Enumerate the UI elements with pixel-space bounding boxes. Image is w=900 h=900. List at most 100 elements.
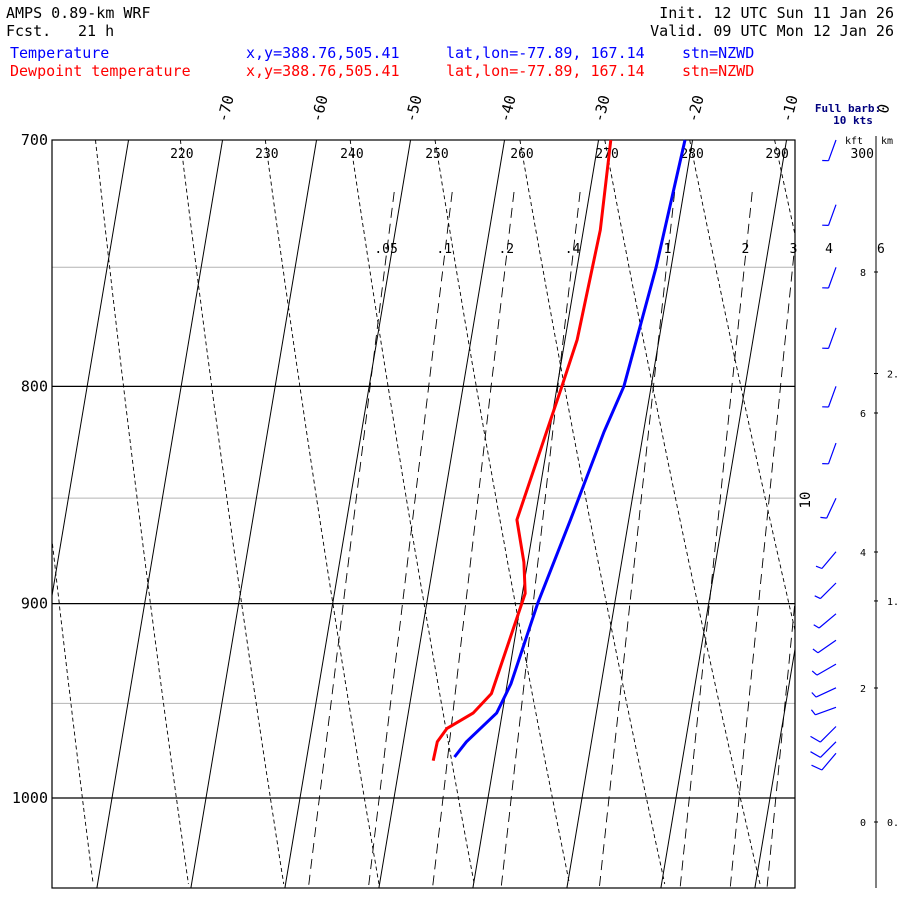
potential-temp-label: 250 [425, 147, 448, 162]
legend-dewpoint-stn: stn=NZWD [682, 62, 755, 80]
mixing-ratio-line [367, 191, 453, 888]
dry-adiabat [179, 140, 285, 885]
plot-frame [51, 139, 796, 889]
dry-adiabat [52, 535, 94, 885]
wind-barb [820, 497, 837, 519]
temperature-profile [453, 139, 687, 758]
header-title: AMPS 0.89-km WRF [6, 4, 151, 22]
kft-tick-label: 4 [860, 548, 866, 559]
wind-panel-title: Full barb: [815, 102, 881, 115]
potential-temp-label: 260 [510, 147, 533, 162]
wind-barb [811, 752, 837, 771]
wind-barb [810, 706, 837, 716]
dry-adiabat [604, 140, 761, 885]
mixing-ratio-label: .1 [436, 242, 452, 257]
dry-adiabat [95, 140, 189, 885]
legend-temperature-label: Temperature [10, 44, 110, 62]
mixing-ratio-line [432, 191, 515, 888]
wind-barb [814, 582, 837, 600]
legend-dewpoint-latlon: lat,lon=-77.89, 167.14 [446, 62, 645, 80]
kft-tick-label: 0 [860, 818, 866, 829]
isotherm-tick-label: -70 [213, 93, 237, 124]
wind-barb [811, 663, 837, 676]
wind-barb [811, 687, 837, 698]
valid-time: Valid. 09 UTC Mon 12 Jan 26 [650, 22, 894, 40]
mixing-ratio-label: .4 [565, 242, 581, 257]
kft-axis-title: kft [845, 136, 863, 147]
mixing-ratio-label: 3 [790, 242, 798, 257]
potential-temp-label: 270 [595, 147, 618, 162]
isotherm-line [378, 139, 506, 889]
isotherm-tick-label: -20 [683, 93, 707, 124]
wind-barb [822, 204, 837, 226]
legend-temperature-xy: x,y=388.76,505.41 [246, 44, 400, 62]
isotherm-tick-label: -40 [495, 93, 519, 124]
legend-temperature-stn: stn=NZWD [682, 44, 755, 62]
kft-tick-label: 6 [860, 409, 866, 420]
mixing-ratio-line [729, 239, 795, 888]
km-tick-label: 1. [887, 597, 899, 608]
wind-panel-subtitle: 10 kts [833, 114, 873, 127]
dewpoint-profile [431, 139, 613, 762]
init-time: Init. 12 UTC Sun 11 Jan 26 [659, 4, 894, 22]
isotherm-line [566, 139, 694, 889]
legend-dewpoint-label: Dewpoint temperature [10, 62, 191, 80]
dry-adiabat [349, 140, 475, 885]
kft-tick-label: 8 [860, 268, 866, 279]
mixing-ratio-label: 6 [877, 242, 885, 257]
mixing-ratio-label: .05 [374, 242, 397, 257]
km-axis-title: km [881, 136, 893, 147]
isotherm-line [51, 139, 130, 596]
forecast-label: Fcst. [6, 22, 52, 40]
wind-barb [812, 639, 837, 654]
wind-barb [813, 613, 837, 629]
wind-barb [815, 551, 837, 570]
km-tick-label: 2. [887, 370, 899, 381]
mixing-ratio-line [307, 191, 395, 888]
wind-barb [822, 386, 837, 408]
potential-temp-label: 240 [340, 147, 363, 162]
isotherm-line [660, 139, 788, 889]
isotherm-tick-label: -60 [307, 93, 331, 124]
pressure-tick-label: 800 [21, 377, 48, 395]
mixing-ratio-label: 2 [741, 242, 749, 257]
isotherm-tick-label: 0 [874, 102, 894, 115]
wind-barb [810, 741, 837, 758]
wind-barb [822, 327, 837, 349]
dry-adiabat [689, 140, 795, 633]
mixing-ratio-label: .2 [498, 242, 514, 257]
mixing-ratio-line [821, 192, 887, 888]
pressure-tick-label: 700 [21, 131, 48, 149]
potential-temp-label: 300 [850, 147, 873, 162]
mixing-ratio-label: 4 [825, 242, 833, 257]
potential-temp-label: 220 [170, 147, 193, 162]
mixing-ratio-label: 1 [664, 242, 672, 257]
mixing-ratio-line [679, 191, 753, 888]
potential-temp-label: 290 [765, 147, 788, 162]
potential-temp-label: 280 [680, 147, 703, 162]
wind-barb [810, 726, 837, 743]
isotherm-tick-label: -10 [777, 93, 801, 124]
mixing-ratio-line [766, 596, 795, 888]
isotherm-line [190, 139, 318, 889]
side-scale-label: 10 [798, 492, 814, 509]
pressure-tick-label: 900 [21, 595, 48, 613]
isotherm-line [96, 139, 224, 889]
pressure-tick-label: 1000 [12, 789, 48, 807]
isotherm-line [284, 139, 412, 889]
mixing-ratio-line [598, 191, 676, 888]
kft-tick-label: 2 [860, 684, 866, 695]
potential-temp-label: 230 [255, 147, 278, 162]
legend-temperature-latlon: lat,lon=-77.89, 167.14 [446, 44, 645, 62]
isotherm-line [754, 649, 796, 889]
isotherm-tick-label: -30 [589, 93, 613, 124]
mixing-ratio-line [500, 191, 581, 888]
wind-barb [822, 442, 837, 465]
wind-barb [822, 139, 837, 162]
km-tick-label: 0. [887, 818, 899, 829]
dry-adiabat [519, 140, 666, 885]
dry-adiabat [264, 140, 380, 885]
wind-barb [822, 267, 837, 289]
forecast-hour: 21 h [78, 22, 115, 40]
